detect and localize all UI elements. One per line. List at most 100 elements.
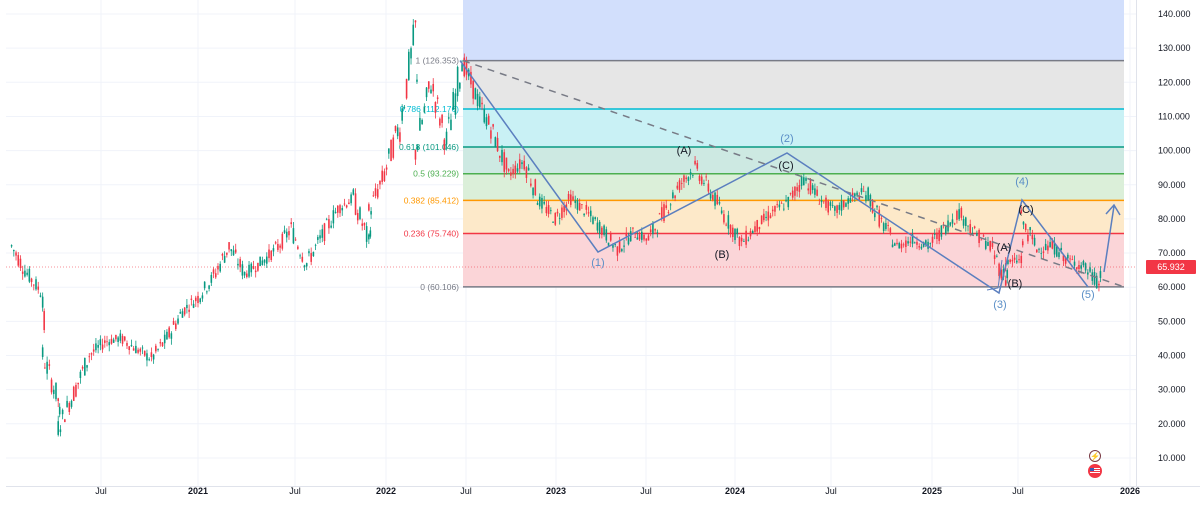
candle-body [989,240,991,251]
candle-body [596,222,599,231]
elliott-impulse-line [459,60,1089,295]
candle-body [498,155,501,158]
time-axis-label: Jul [289,486,301,496]
candle-body [714,192,716,206]
candle-body [48,364,51,366]
candle-body [472,80,474,99]
candle-body [39,295,42,297]
candle-body [143,350,146,356]
candle-body [751,231,754,234]
candle-body [854,193,856,197]
candle-body [552,222,554,223]
candle-body [19,258,22,269]
price-axis-label: 70.000 [1158,248,1186,258]
candle-body [403,107,406,109]
candle-body [749,231,752,237]
candle-body [75,385,77,397]
fib-level-label: 0 (60.106) [420,282,459,292]
candle-body [698,175,701,181]
candle-body [641,231,643,240]
candle-body [621,249,623,252]
time-axis-label: Jul [95,486,107,496]
candle-body [170,333,173,339]
candle-body [1047,245,1049,251]
lightning-icon[interactable]: ⚡ [1089,450,1101,462]
candle-body [79,371,82,379]
candle-body [893,243,896,246]
candle-body [882,223,885,232]
fib-extension-zone [463,0,1124,61]
candle-body [370,211,372,215]
candle-body [28,268,31,282]
candle-body [485,117,488,127]
candle-body [727,215,730,229]
candle-body [847,198,849,204]
candle-body [72,386,75,401]
time-scale-divider [6,486,1200,487]
flag-canton [1090,468,1094,471]
candle-body [112,339,115,343]
candle-body [638,234,641,240]
candle-body [902,244,905,246]
candle-body [1004,280,1007,286]
candle-body [226,252,228,255]
candle-body [964,217,967,226]
candle-body [931,236,934,243]
candle-body [898,242,901,249]
candle-body [128,346,131,351]
candle-body [807,188,810,191]
candles [10,19,1102,437]
candle-body [925,240,927,246]
candle-body [239,259,241,268]
candle-body [967,225,969,227]
candle-body [119,333,122,341]
candle-body [52,389,55,395]
candle-body [856,192,858,196]
candle-body [676,185,679,189]
candle-body [181,311,184,318]
candle-body [248,264,250,277]
candle-body [743,241,745,242]
wave-label-corrective: (C) [1018,204,1033,216]
candle-body [920,246,923,249]
candle-body [436,97,439,99]
candle-body [960,207,963,218]
candle-body [1098,283,1100,286]
candle-body [121,335,124,344]
candle-body [550,210,552,212]
candle-body [148,359,150,361]
candle-body [623,245,625,247]
candle-body [618,240,621,253]
candle-body [50,379,53,393]
candle-body [37,286,40,290]
candle-body [700,176,703,185]
candle-body [614,244,616,246]
candle-body [805,178,807,181]
candle-body [1027,234,1029,242]
price-axis-label: 90.000 [1158,180,1186,190]
price-axis-label: 30.000 [1158,385,1186,395]
candle-body [1078,265,1080,270]
candle-body [161,342,164,347]
candle-body [183,307,186,315]
candle-body [494,137,497,148]
fib-level-label: 0.5 (93.229) [413,169,459,179]
time-axis-label: 2025 [922,486,942,496]
candle-body [543,201,545,204]
candle-body [973,226,976,228]
candle-body [1093,272,1096,285]
candle-body [1011,259,1014,262]
fib-zone [463,60,1124,110]
us-flag-icon[interactable] [1088,464,1102,478]
candle-body [696,162,699,169]
candle-body [643,234,645,240]
candle-body [585,205,588,210]
candle-body [30,278,33,283]
candle-body [26,272,28,275]
candle-body [996,255,998,257]
candle-body [503,152,506,172]
candle-body [900,243,903,249]
candle-body [763,213,765,221]
